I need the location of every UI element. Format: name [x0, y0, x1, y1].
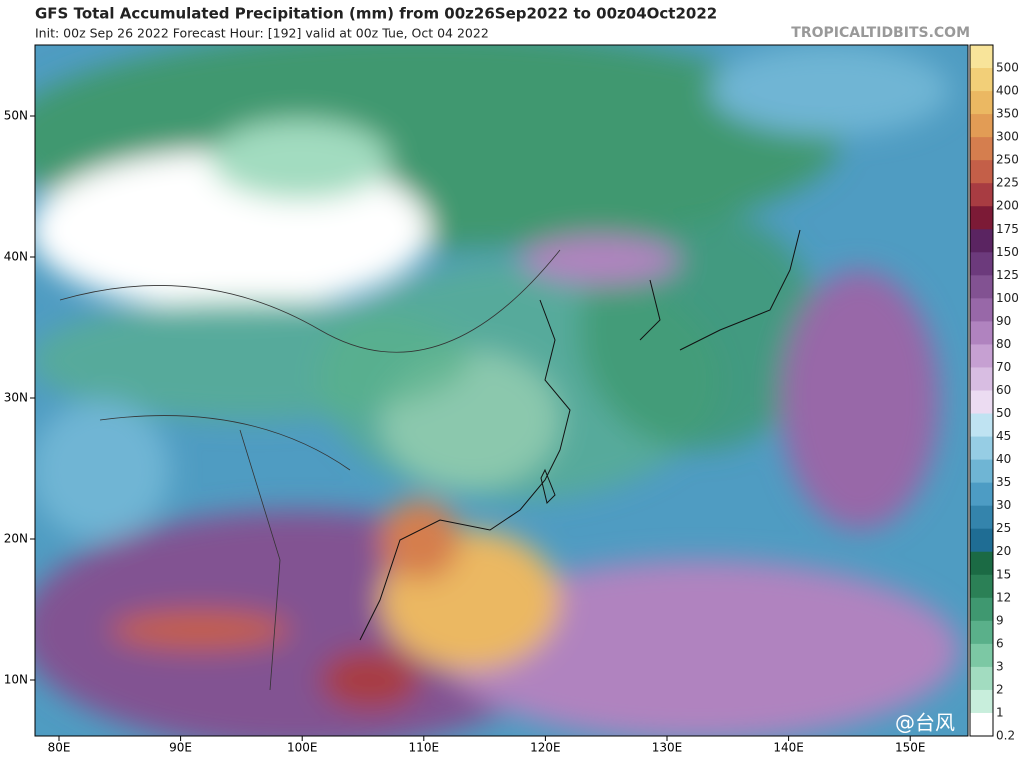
colorbar-swatch — [970, 114, 993, 138]
colorbar-label: 30 — [996, 498, 1011, 512]
colorbar-label: 15 — [996, 567, 1011, 581]
axis-labels: 50N 40N 30N 20N 10N 80E 90E 100E 110E 120E 130E 140… — [4, 109, 926, 755]
colorbar-swatch — [970, 666, 993, 691]
lat-label: 30N — [4, 391, 28, 405]
lon-label: 90E — [169, 741, 192, 755]
title: GFS Total Accumulated Precipitation (mm)… — [35, 5, 717, 23]
colorbar-label: 90 — [996, 314, 1011, 328]
colorbar-swatch — [970, 413, 993, 438]
colorbar-swatch — [970, 620, 993, 645]
lon-label: 150E — [895, 741, 926, 755]
lat-label: 50N — [4, 109, 28, 123]
colorbar-label: 200 — [996, 199, 1019, 213]
precip-field — [35, 45, 968, 736]
colorbar-label: 225 — [996, 176, 1019, 190]
colorbar-swatch — [970, 551, 993, 576]
colorbar-label: 150 — [996, 245, 1019, 259]
colorbar-swatch — [970, 275, 993, 299]
colorbar-swatch — [970, 459, 993, 484]
colorbar-label: 125 — [996, 268, 1019, 282]
colorbar-label: 9 — [996, 613, 1004, 627]
colorbar-label: 35 — [996, 475, 1011, 489]
lon-label: 110E — [409, 741, 440, 755]
colorbar-swatch — [970, 183, 993, 207]
colorbar-label: 80 — [996, 337, 1011, 351]
source: TROPICALTIDBITS.COM — [791, 25, 970, 41]
colorbar-label: 45 — [996, 429, 1011, 443]
colorbar-label: 300 — [996, 130, 1019, 144]
colorbar-label: 0.2 — [996, 729, 1015, 743]
colorbar-swatch — [970, 160, 993, 184]
colorbar-swatch — [970, 597, 993, 622]
subtitle: Init: 00z Sep 26 2022 Forecast Hour: [19… — [35, 26, 489, 41]
colorbar-swatch — [970, 68, 993, 92]
colorbar-label: 175 — [996, 222, 1019, 236]
lon-label: 120E — [530, 741, 561, 755]
colorbar-swatch — [970, 482, 993, 507]
colorbar-label: 250 — [996, 153, 1019, 167]
colorbar-label: 1 — [996, 705, 1004, 719]
colorbar-label: 50 — [996, 406, 1011, 420]
colorbar-swatch — [970, 321, 993, 345]
colorbar-swatch — [970, 505, 993, 530]
colorbar-label: 70 — [996, 360, 1011, 374]
colorbar-swatch — [970, 712, 993, 737]
colorbar-label: 12 — [996, 590, 1011, 604]
colorbar-label: 6 — [996, 636, 1004, 650]
lat-label: 10N — [4, 673, 28, 687]
lon-label: 130E — [652, 741, 683, 755]
colorbar-label: 100 — [996, 291, 1019, 305]
colorbar-label: 400 — [996, 84, 1019, 98]
colorbar-label: 3 — [996, 659, 1004, 673]
colorbar-swatch — [970, 252, 993, 276]
colorbar-swatch — [970, 344, 993, 368]
lat-label: 20N — [4, 532, 28, 546]
lon-label: 80E — [48, 741, 71, 755]
colorbar-label: 2 — [996, 682, 1004, 696]
colorbar-swatch — [970, 390, 993, 415]
colorbar-swatch — [970, 229, 993, 253]
colorbar-swatch — [970, 689, 993, 714]
colorbar-swatch — [970, 206, 993, 230]
lon-label: 100E — [287, 741, 318, 755]
colorbar-frame — [969, 44, 994, 737]
colorbar-swatch — [970, 45, 993, 69]
colorbar-label: 40 — [996, 452, 1011, 466]
colorbar-label: 60 — [996, 383, 1011, 397]
watermark: @台风 — [895, 711, 955, 735]
colorbar-swatch — [970, 367, 993, 391]
colorbar-swatch — [970, 91, 993, 115]
colorbar-swatch — [970, 436, 993, 461]
colorbar-swatch — [970, 574, 993, 599]
lat-label: 40N — [4, 250, 28, 264]
colorbar-label: 25 — [996, 521, 1011, 535]
colorbar-swatch — [970, 528, 993, 553]
lon-label: 140E — [773, 741, 804, 755]
colorbar-label: 350 — [996, 107, 1019, 121]
map-frame — [34, 44, 969, 737]
colorbar-label: 500 — [996, 61, 1019, 75]
colorbar-label: 20 — [996, 544, 1011, 558]
colorbar-swatch — [970, 298, 993, 322]
colorbar-swatch — [970, 643, 993, 668]
colorbar: 5004003503002502252001751501251009080706… — [969, 44, 1019, 743]
colorbar-swatch — [970, 137, 993, 161]
